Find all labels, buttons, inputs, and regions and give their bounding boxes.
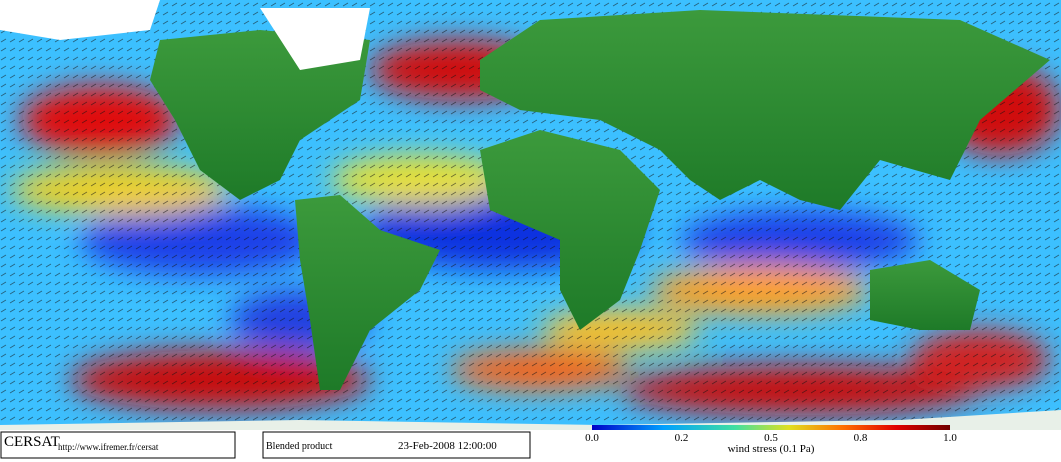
footer: CERSAT http://www.ifremer.fr/cersat Blen… [0, 425, 1061, 462]
product: Blended product [266, 441, 333, 452]
greenland [260, 8, 370, 70]
logo: CERSAT [4, 434, 60, 450]
arctic-ice [0, 0, 160, 40]
colorbar-label: 0.0 [585, 432, 599, 444]
logo-box [0, 431, 236, 459]
continents [0, 0, 1061, 430]
colorbar-label: 0.5 [764, 432, 778, 444]
colorbar [592, 425, 950, 430]
south-america [295, 195, 440, 390]
africa [480, 130, 660, 330]
colorbar-label: 0.2 [675, 432, 689, 444]
product-box [262, 431, 531, 459]
north-america [150, 30, 370, 200]
colorbar-label: 0.8 [854, 432, 868, 444]
colorbar-labels: 0.0 0.2 0.5 0.8 1.0 [585, 432, 957, 444]
eurasia [480, 10, 1050, 210]
datetime: 23-Feb-2008 12:00:00 [398, 440, 497, 452]
url: http://www.ifremer.fr/cersat [58, 442, 159, 452]
colorbar-title: wind stress (0.1 Pa) [728, 443, 815, 455]
colorbar-label: 1.0 [943, 432, 957, 444]
australia [870, 260, 980, 330]
